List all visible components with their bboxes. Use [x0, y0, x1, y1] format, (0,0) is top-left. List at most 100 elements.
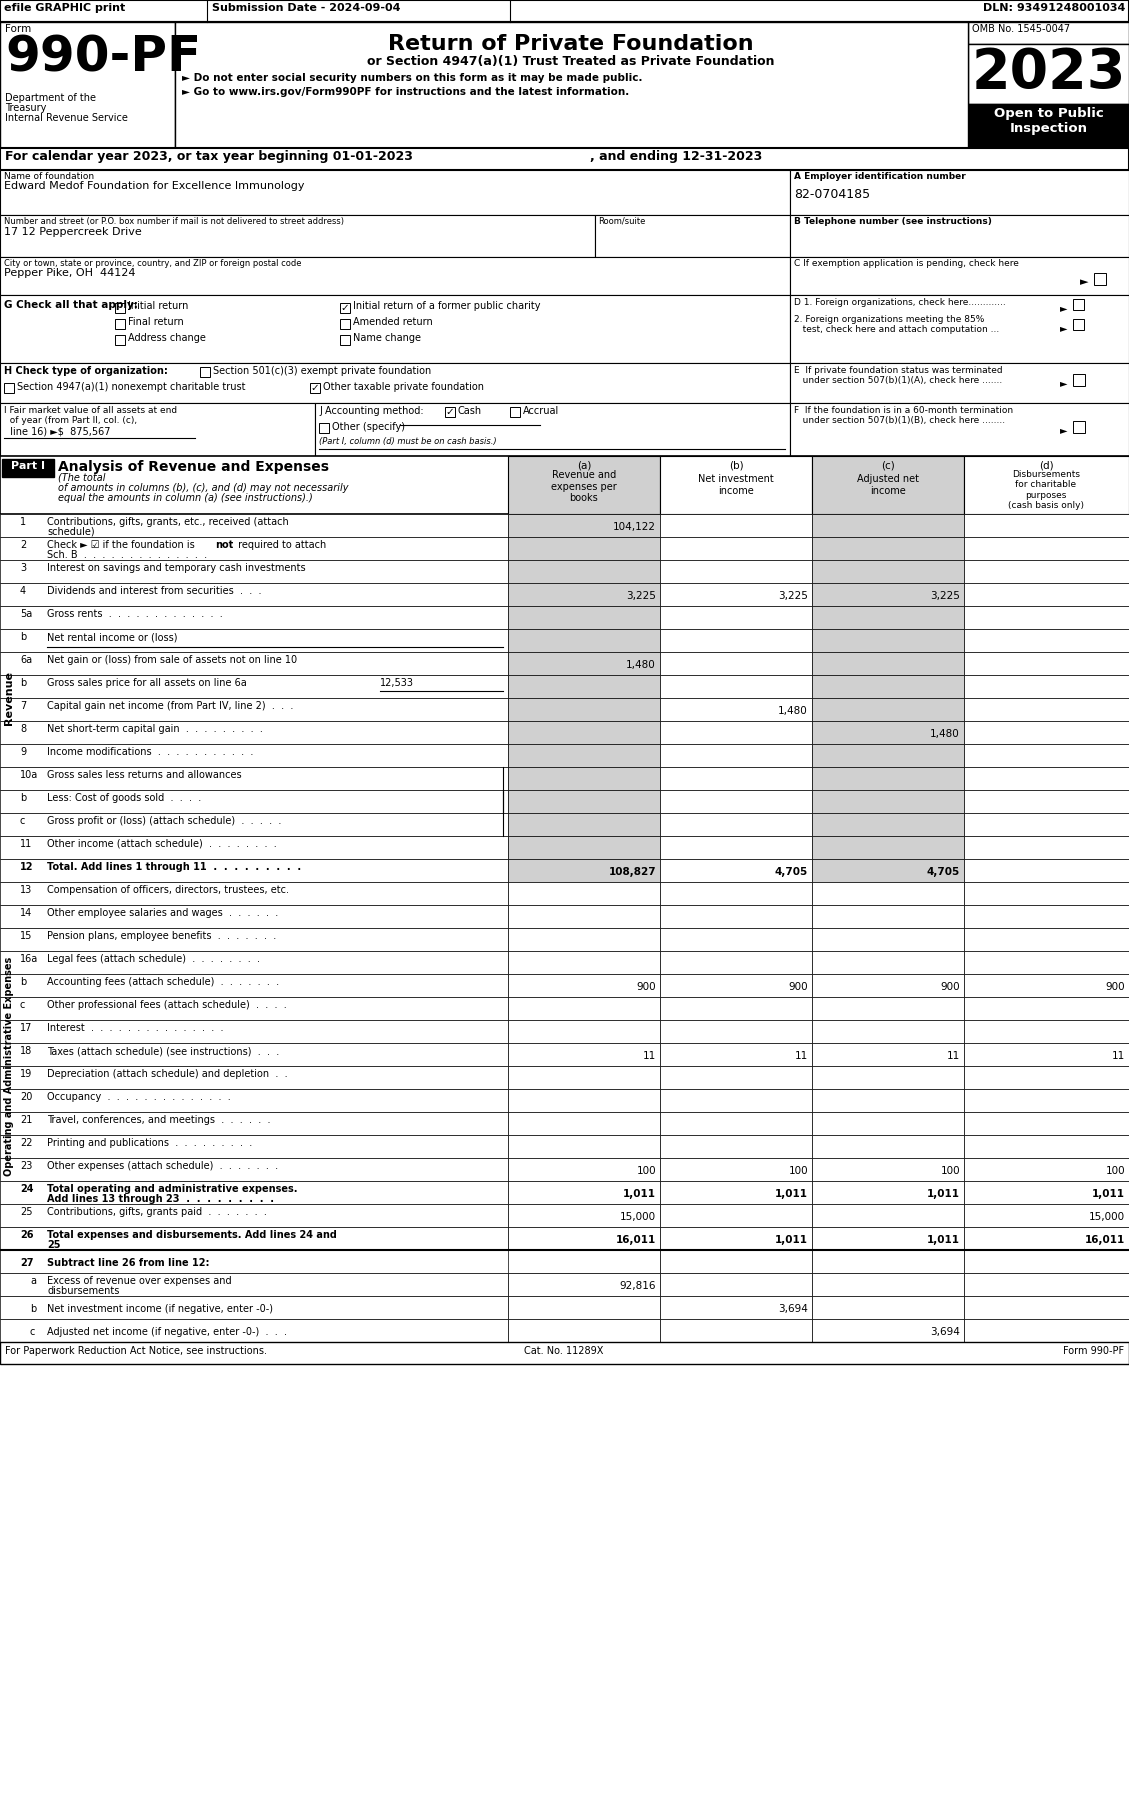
Text: Excess of revenue over expenses and: Excess of revenue over expenses and — [47, 1277, 231, 1286]
Bar — [508, 1066, 660, 1090]
Text: ► Go to www.irs.gov/Form990PF for instructions and the latest information.: ► Go to www.irs.gov/Form990PF for instru… — [182, 86, 629, 97]
Bar — [964, 789, 1129, 813]
Bar — [0, 1341, 1129, 1365]
Bar — [508, 1320, 660, 1341]
Bar — [660, 975, 812, 998]
Text: For calendar year 2023, or tax year beginning 01-01-2023: For calendar year 2023, or tax year begi… — [5, 149, 413, 164]
Text: 27: 27 — [20, 1259, 34, 1268]
Bar — [508, 538, 660, 559]
Bar — [964, 583, 1129, 606]
Bar — [0, 1205, 508, 1226]
Bar — [0, 1158, 508, 1181]
Bar — [660, 674, 812, 698]
Bar — [660, 768, 812, 789]
Bar — [0, 836, 508, 859]
Bar — [812, 928, 964, 951]
Text: 17: 17 — [20, 1023, 33, 1034]
Text: Name of foundation: Name of foundation — [5, 173, 94, 182]
Bar — [660, 904, 812, 928]
Bar — [812, 653, 964, 674]
Bar — [0, 1019, 508, 1043]
Bar — [812, 859, 964, 883]
Text: under section 507(b)(1)(B), check here ........: under section 507(b)(1)(B), check here .… — [794, 415, 1005, 424]
Bar — [0, 674, 508, 698]
Text: required to attach: required to attach — [235, 539, 326, 550]
Text: Less: Cost of goods sold  .  .  .  .: Less: Cost of goods sold . . . . — [47, 793, 201, 804]
Bar — [660, 538, 812, 559]
Bar — [510, 406, 520, 417]
Bar — [200, 367, 210, 378]
Text: Part I: Part I — [11, 460, 45, 471]
Text: 16a: 16a — [20, 955, 38, 964]
Text: 1,480: 1,480 — [627, 660, 656, 671]
Bar — [508, 951, 660, 975]
Text: (Part I, column (d) must be on cash basis.): (Part I, column (d) must be on cash basi… — [320, 437, 497, 446]
Bar — [660, 789, 812, 813]
Bar — [1073, 298, 1084, 309]
Text: equal the amounts in column (a) (see instructions).): equal the amounts in column (a) (see ins… — [58, 493, 313, 503]
Bar — [508, 789, 660, 813]
Text: Sch. B  .  .  .  .  .  .  .  .  .  .  .  .  .  .: Sch. B . . . . . . . . . . . . . . — [47, 550, 207, 559]
Text: (The total: (The total — [58, 473, 105, 484]
Bar — [0, 1250, 1129, 1273]
Bar — [340, 334, 350, 345]
Text: 4,705: 4,705 — [927, 867, 960, 877]
Text: Final return: Final return — [128, 316, 184, 327]
Text: 12: 12 — [20, 861, 34, 872]
Text: 1,011: 1,011 — [623, 1188, 656, 1199]
Bar — [964, 904, 1129, 928]
Text: (a): (a) — [577, 460, 592, 469]
Bar — [964, 1320, 1129, 1341]
Text: A Employer identification number: A Employer identification number — [794, 173, 965, 182]
Text: 4,705: 4,705 — [774, 867, 808, 877]
Text: , and ending 12-31-2023: , and ending 12-31-2023 — [590, 149, 762, 164]
Text: 3,225: 3,225 — [930, 592, 960, 601]
Text: Taxes (attach schedule) (see instructions)  .  .  .: Taxes (attach schedule) (see instruction… — [47, 1046, 279, 1055]
Bar — [660, 514, 812, 538]
Bar — [812, 904, 964, 928]
Text: 1: 1 — [20, 518, 26, 527]
Bar — [508, 904, 660, 928]
Bar — [340, 318, 350, 329]
Bar — [964, 928, 1129, 951]
Bar — [508, 998, 660, 1019]
Bar — [0, 22, 175, 147]
Bar — [660, 583, 812, 606]
Bar — [660, 998, 812, 1019]
Bar — [964, 559, 1129, 583]
Text: Room/suite: Room/suite — [598, 218, 646, 227]
Bar — [508, 653, 660, 674]
Text: a: a — [30, 1277, 36, 1286]
Bar — [445, 406, 455, 417]
Text: not: not — [215, 539, 234, 550]
Bar — [1073, 374, 1085, 387]
Text: Analysis of Revenue and Expenses: Analysis of Revenue and Expenses — [58, 460, 329, 475]
Bar — [660, 606, 812, 629]
Text: 11: 11 — [795, 1052, 808, 1061]
Bar — [812, 1158, 964, 1181]
Text: Contributions, gifts, grants paid  .  .  .  .  .  .  .: Contributions, gifts, grants paid . . . … — [47, 1206, 266, 1217]
Text: 8: 8 — [20, 725, 26, 734]
Bar — [0, 22, 1129, 147]
Bar — [508, 1273, 660, 1296]
Text: schedule): schedule) — [47, 527, 95, 538]
Text: Submission Date - 2024-09-04: Submission Date - 2024-09-04 — [212, 4, 401, 13]
Bar — [508, 1181, 660, 1205]
Bar — [0, 859, 508, 883]
Text: 5a: 5a — [20, 610, 33, 619]
Bar — [964, 998, 1129, 1019]
Bar — [0, 1090, 508, 1111]
Bar — [790, 363, 1129, 403]
Bar — [310, 383, 320, 394]
Text: C If exemption application is pending, check here: C If exemption application is pending, c… — [794, 259, 1018, 268]
Text: 900: 900 — [637, 982, 656, 992]
Bar — [508, 975, 660, 998]
Bar — [964, 1019, 1129, 1043]
Bar — [660, 1273, 812, 1296]
Text: 22: 22 — [20, 1138, 33, 1147]
Text: 6a: 6a — [20, 654, 32, 665]
Text: 20: 20 — [20, 1091, 33, 1102]
Bar — [812, 836, 964, 859]
Bar — [964, 1090, 1129, 1111]
Bar — [508, 836, 660, 859]
